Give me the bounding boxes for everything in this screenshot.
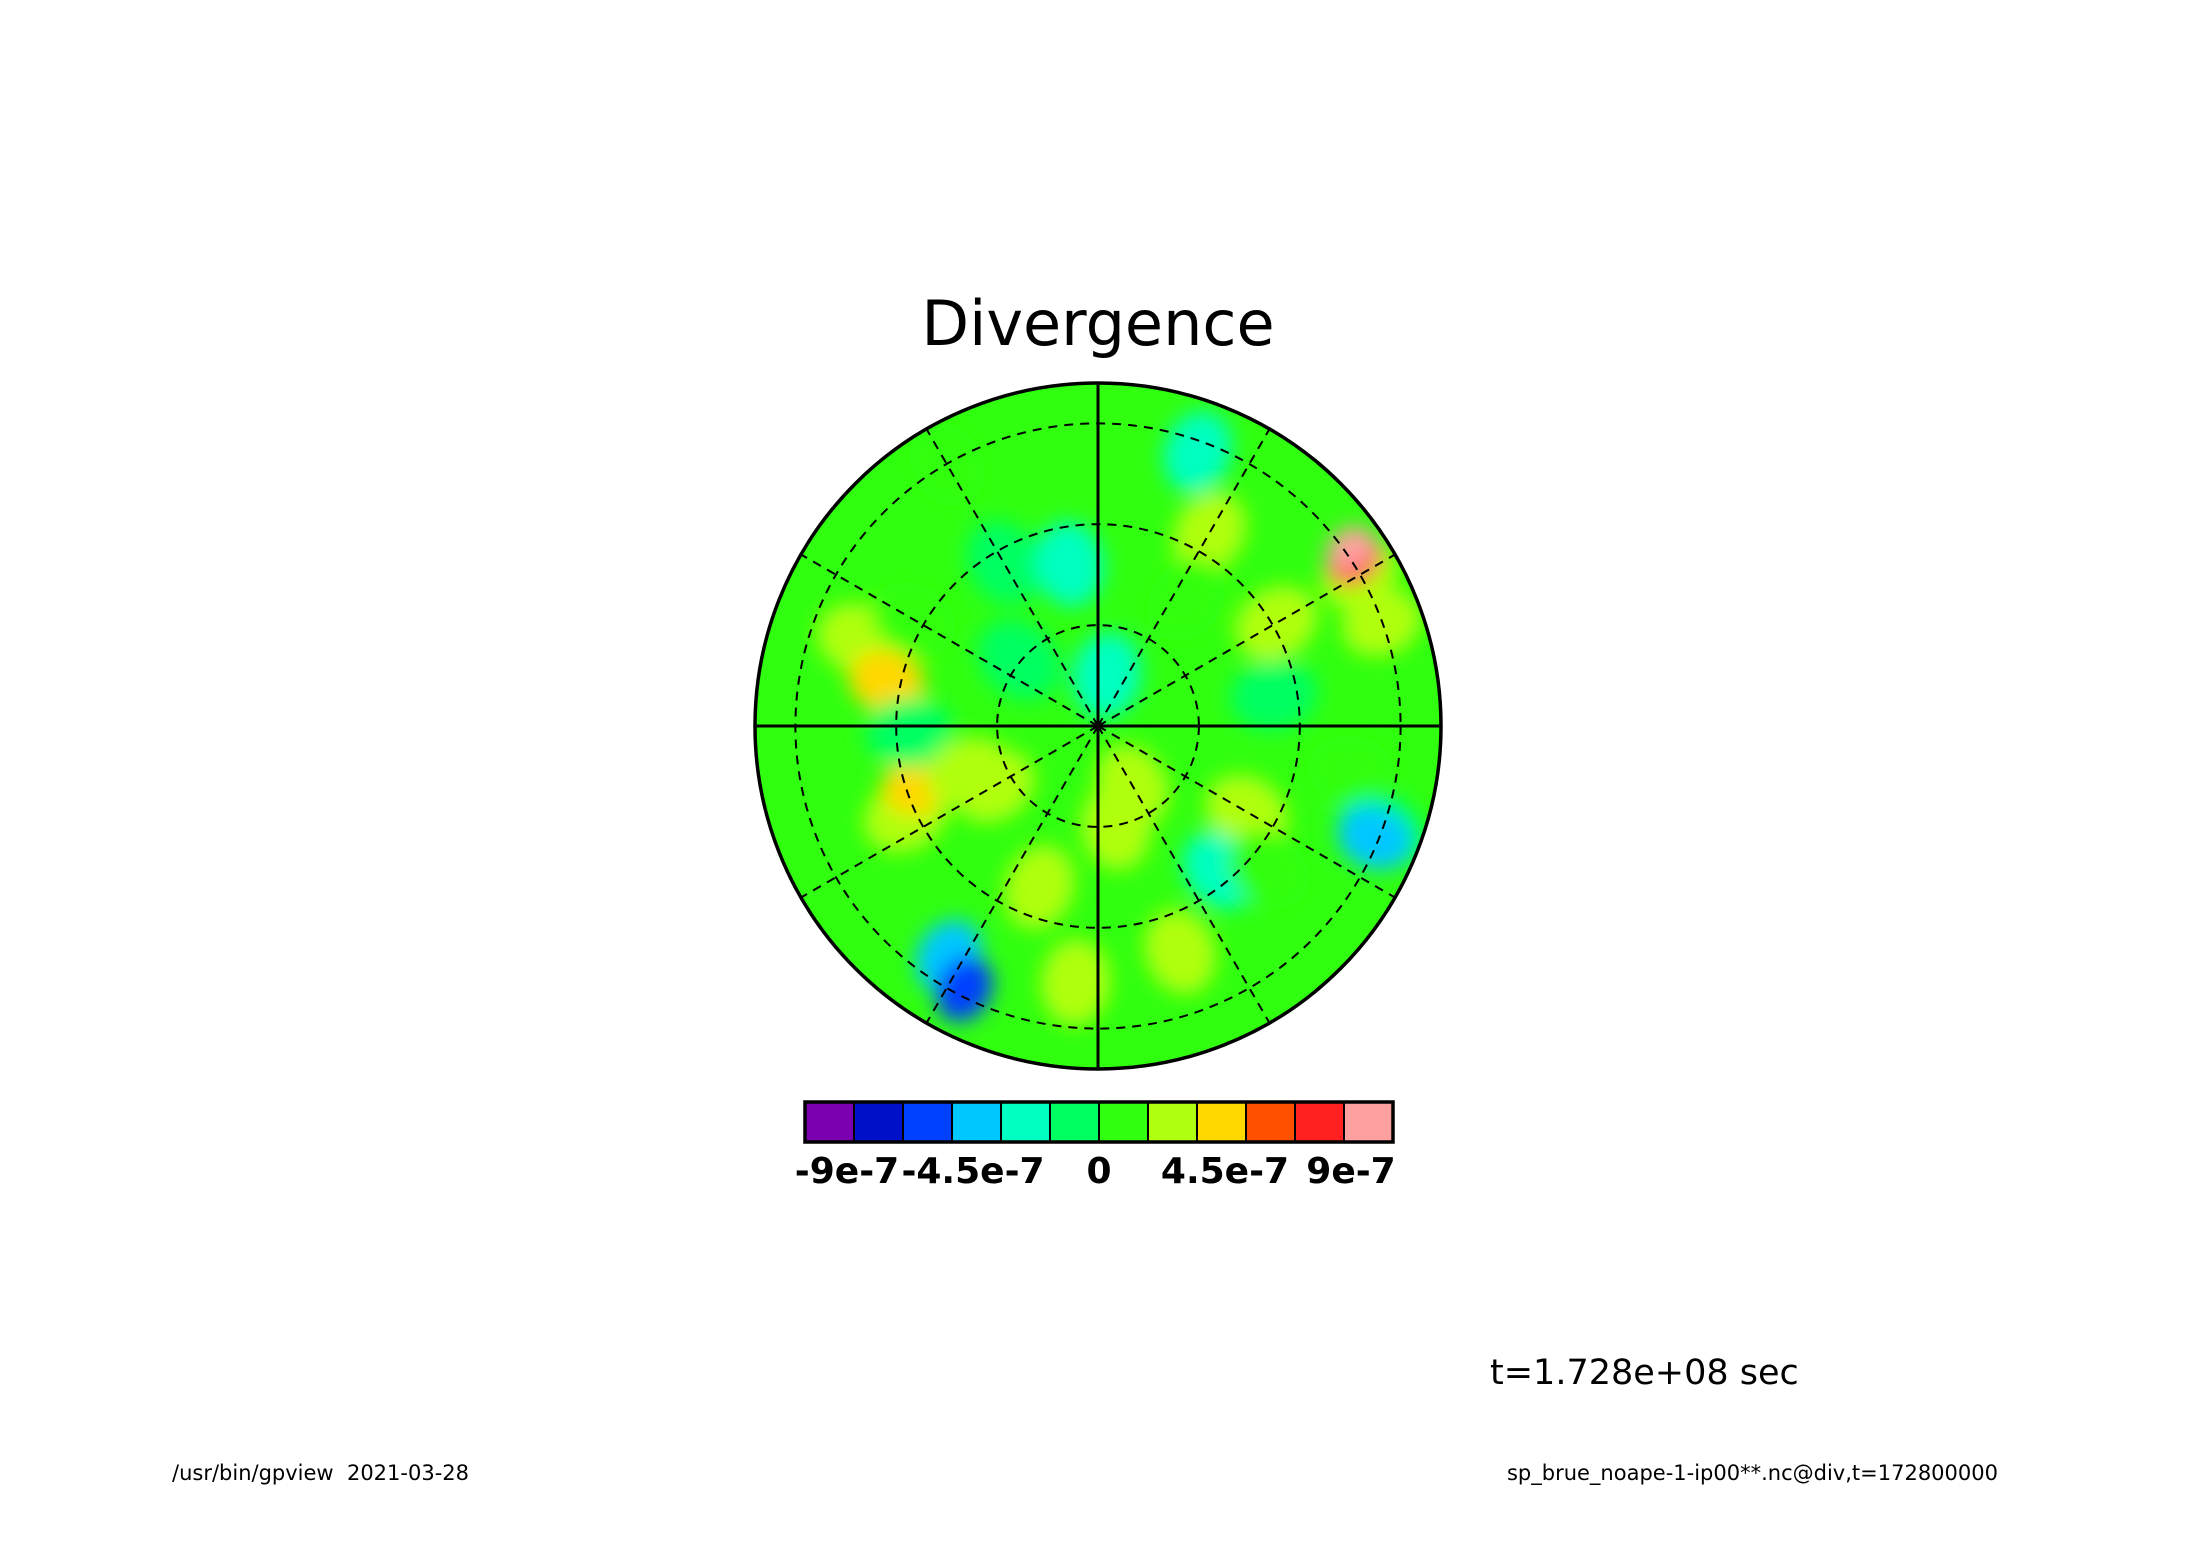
data-patch-30 [1003,845,1075,930]
data-patch-19 [1234,586,1318,661]
data-patch-1 [935,956,993,1022]
polar-map [753,381,1443,1071]
data-patch-20 [1229,659,1318,731]
data-patch-9 [966,520,1042,605]
colorbar-bin-10 [1294,1101,1345,1143]
data-patch-32 [977,619,1061,701]
data-patch-7 [865,697,954,768]
colorbar-bin-11 [1343,1101,1394,1143]
colorbar-bin-1 [853,1101,904,1143]
colorbar-tick-label-4: 9e-7 [1306,1151,1395,1192]
data-patch-10 [1034,521,1104,607]
footer-left: /usr/bin/gpview 2021-03-28 [172,1461,469,1485]
colorbar-bin-4 [1000,1101,1051,1143]
data-patch-12 [1072,632,1142,718]
colorbar-bin-7 [1147,1101,1198,1143]
colorbar-labels: -9e-7 -4.5e-7 0 4.5e-7 9e-7 [795,1151,1396,1192]
colorbar-bin-5 [1049,1101,1100,1143]
data-patch-29 [1040,938,1111,1026]
colorbar-tick-label-2: 0 [1086,1151,1111,1192]
data-patch-24 [1205,774,1288,849]
colorbar-bin-2 [902,1101,953,1143]
colorbar-bin-3 [951,1101,1002,1143]
footer-right: sp_brue_noape-1-ip00**.nc@div,t=17280000… [1507,1461,1998,1486]
colorbar-bin-8 [1196,1101,1247,1143]
data-patch-17 [1326,526,1376,572]
colorbar-bin-6 [1098,1101,1149,1143]
data-patch-13 [1163,411,1233,493]
data-patch-27 [1144,909,1216,995]
time-label: t=1.728e+08 sec [1490,1353,1799,1393]
colorbar-bin-0 [804,1101,855,1143]
data-patch-23 [1337,805,1413,870]
data-patch-34 [1228,830,1310,909]
colorbar-tick-label-1: -4.5e-7 [901,1151,1044,1192]
colorbar-frame [803,1100,1395,1144]
map-gridlines [755,383,1441,1069]
map-boundary [753,381,1443,1071]
colorbar [803,1100,1395,1144]
chart-title: Divergence [921,287,1274,360]
data-patch-33 [1148,558,1225,642]
colorbar-bin-9 [1245,1101,1296,1143]
data-patch-14 [1172,491,1247,574]
data-patch-21 [1307,735,1395,807]
colorbar-tick-label-3: 4.5e-7 [1161,1151,1289,1192]
colorbar-tick-label-0: -9e-7 [795,1151,899,1192]
